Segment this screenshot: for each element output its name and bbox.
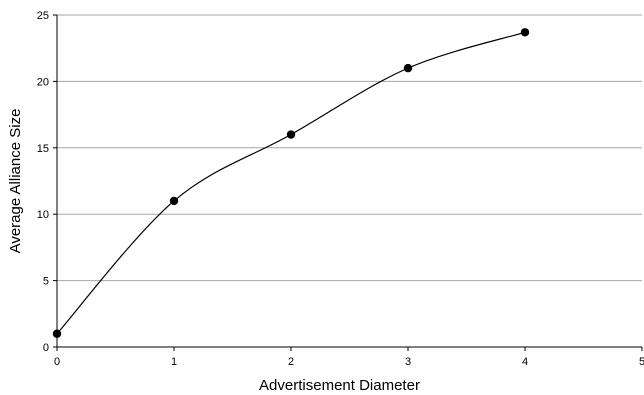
y-tick-label: 0 bbox=[43, 342, 49, 354]
x-tick-label: 0 bbox=[54, 356, 60, 368]
ticks: 0 5 10 15 20 25 0 1 2 3 4 5 bbox=[37, 10, 644, 368]
x-tick-label: 5 bbox=[639, 356, 644, 368]
series-line bbox=[56, 31, 526, 335]
x-axis-title: Advertisement Diameter bbox=[259, 377, 420, 394]
data-point bbox=[520, 28, 530, 37]
axes bbox=[56, 15, 642, 348]
x-tick-label: 3 bbox=[405, 356, 411, 368]
x-tick-label: 1 bbox=[171, 356, 177, 368]
y-tick-label: 10 bbox=[37, 209, 49, 221]
series bbox=[52, 28, 530, 338]
y-tick-label: 5 bbox=[43, 276, 49, 288]
data-point bbox=[169, 196, 179, 206]
data-point bbox=[52, 329, 62, 338]
y-tick-label: 20 bbox=[37, 76, 49, 88]
y-tick-label: 25 bbox=[37, 10, 49, 22]
gridlines bbox=[57, 14, 642, 282]
x-tick-label: 4 bbox=[522, 356, 528, 368]
data-point bbox=[403, 63, 413, 73]
data-point bbox=[286, 130, 296, 139]
x-tick-label: 2 bbox=[288, 356, 294, 368]
y-tick-label: 15 bbox=[37, 143, 49, 155]
y-axis-title: Average Alliance Size bbox=[7, 109, 24, 254]
